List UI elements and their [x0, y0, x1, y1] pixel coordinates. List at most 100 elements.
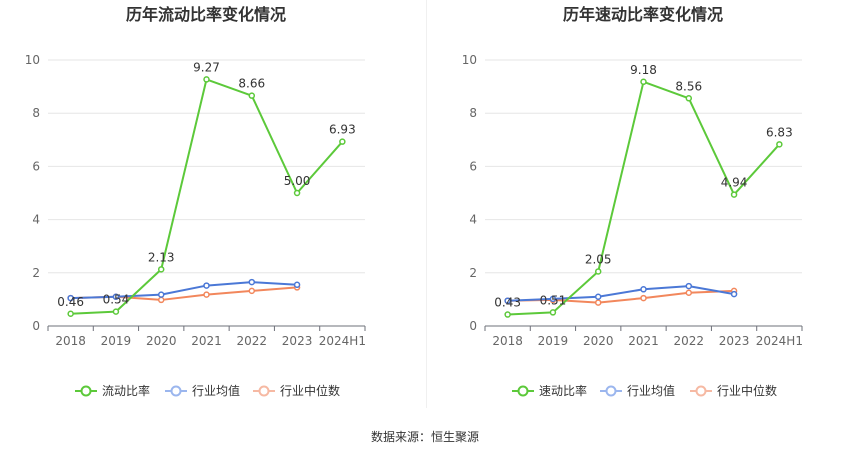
data-label: 0.51: [540, 293, 567, 307]
legend-item: 行业均值: [600, 383, 675, 398]
x-tick-label: 2024H1: [319, 334, 366, 348]
data-point: [157, 266, 165, 273]
legend-item: 行业中位数: [253, 383, 340, 398]
data-point: [685, 95, 693, 102]
x-tick-label: 2024H1: [756, 334, 803, 348]
data-point: [549, 295, 557, 303]
data-point: [776, 141, 783, 148]
legend-marker: [517, 385, 529, 397]
data-point: [640, 286, 647, 293]
data-point: [248, 287, 256, 295]
data-point: [549, 309, 557, 316]
data-point: [730, 191, 738, 198]
data-label: 9.18: [630, 63, 657, 77]
chart-title: 历年速动比率变化情况: [563, 5, 723, 24]
data-point: [293, 189, 301, 197]
data-point: [504, 311, 511, 318]
legend-marker: [170, 385, 182, 397]
y-tick-label: 6: [469, 159, 477, 173]
legend-item: 流动比率: [75, 383, 150, 398]
legend-marker: [258, 385, 270, 397]
legend-label: 行业均值: [627, 383, 675, 398]
data-label: 0.43: [494, 296, 521, 310]
x-tick-label: 2019: [101, 334, 132, 348]
legend-marker: [80, 385, 92, 397]
y-tick-label: 10: [25, 53, 40, 67]
data-label: 4.94: [721, 176, 748, 190]
data-point: [594, 268, 602, 275]
legend-item: 速动比率: [512, 383, 587, 398]
data-point: [203, 76, 210, 83]
data-label: 2.13: [148, 250, 175, 264]
legend-label: 行业中位数: [717, 383, 777, 398]
x-tick-label: 2022: [237, 334, 268, 348]
y-tick-label: 2: [469, 266, 477, 280]
y-tick-label: 6: [32, 159, 40, 173]
chart-title: 历年流动比率变化情况: [126, 5, 286, 24]
y-tick-label: 8: [469, 106, 477, 120]
data-point: [640, 78, 647, 86]
data-label: 2.05: [585, 252, 612, 266]
data-point: [594, 299, 602, 306]
data-point: [685, 282, 693, 290]
data-point: [112, 308, 120, 315]
x-tick-label: 2021: [628, 334, 659, 348]
data-point: [293, 281, 301, 289]
data-label: 5.00: [284, 174, 311, 188]
data-label: 8.66: [238, 77, 265, 91]
legend-marker: [695, 385, 707, 397]
data-label: 0.46: [57, 295, 84, 309]
data-point: [640, 294, 647, 302]
y-tick-label: 4: [32, 213, 40, 227]
x-tick-label: 2023: [719, 334, 750, 348]
series-line: [70, 281, 298, 300]
data-point: [157, 296, 165, 304]
x-tick-label: 2019: [538, 334, 569, 348]
series-line: [507, 80, 781, 316]
legend-item: 行业均值: [165, 383, 240, 398]
data-point: [339, 138, 346, 145]
x-tick-label: 2018: [55, 334, 86, 348]
y-tick-label: 0: [32, 319, 40, 333]
data-label: 0.54: [103, 293, 130, 307]
x-tick-label: 2022: [674, 334, 705, 348]
data-point: [112, 293, 120, 300]
data-source-footer: 数据来源：恒生聚源: [370, 430, 479, 444]
series-line: [70, 78, 344, 315]
y-tick-label: 0: [469, 319, 477, 333]
data-point: [67, 310, 74, 318]
legend-label: 行业均值: [192, 383, 240, 398]
data-point: [685, 289, 693, 296]
data-point: [157, 291, 165, 298]
data-point: [67, 294, 74, 302]
y-tick-label: 8: [32, 106, 40, 120]
data-point: [504, 297, 511, 304]
x-tick-label: 2018: [492, 334, 523, 348]
data-label: 6.83: [766, 125, 793, 139]
y-tick-label: 4: [469, 213, 477, 227]
x-tick-label: 2023: [282, 334, 313, 348]
legend-marker: [605, 385, 617, 397]
data-point: [248, 278, 256, 286]
legend-label: 行业中位数: [280, 383, 340, 398]
data-point: [203, 291, 210, 298]
data-point: [203, 282, 210, 289]
legend-item: 行业中位数: [690, 383, 777, 398]
data-point: [248, 92, 256, 99]
chart-panel-1: 历年流动比率变化情况 0 2 4 6 8 10 2018 2019 2020 2021 2022 202…: [25, 5, 366, 398]
x-tick-label: 2020: [583, 334, 614, 348]
series-line: [507, 285, 735, 302]
data-point: [594, 293, 602, 300]
legend-label: 流动比率: [102, 383, 150, 398]
data-point: [730, 290, 738, 298]
panel-divider: [426, 0, 427, 408]
y-tick-label: 2: [32, 266, 40, 280]
y-tick-label: 10: [462, 53, 477, 67]
data-label: 9.27: [193, 60, 220, 74]
x-tick-label: 2021: [191, 334, 222, 348]
legend-label: 速动比率: [539, 383, 587, 398]
x-tick-label: 2020: [146, 334, 177, 348]
data-label: 6.93: [329, 123, 356, 137]
